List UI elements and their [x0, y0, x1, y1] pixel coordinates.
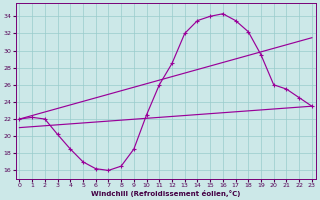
X-axis label: Windchill (Refroidissement éolien,°C): Windchill (Refroidissement éolien,°C) [91, 190, 240, 197]
